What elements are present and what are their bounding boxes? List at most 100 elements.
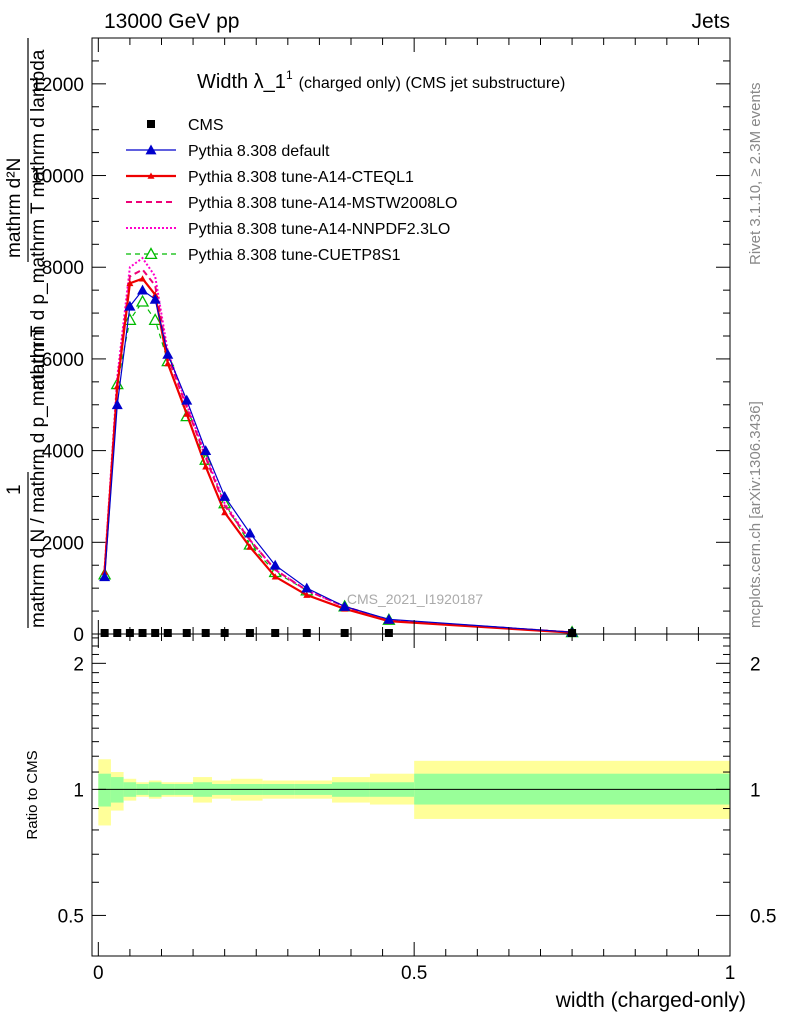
legend-label-a14_cteql1: Pythia 8.308 tune-A14-CTEQL1	[188, 169, 414, 186]
legend: CMS Pythia 8.308 default Pythia 8.308 tune…	[126, 117, 457, 264]
series-point-pythia_default	[244, 527, 256, 538]
main-y-tick-label: 6000	[42, 350, 84, 371]
series-point-a14_cteql1	[303, 591, 311, 598]
cms-data-point	[100, 629, 109, 637]
series-point-a14_cteql1	[221, 509, 229, 516]
main-y-tick-label: 8000	[42, 258, 84, 279]
rivet-label: Rivet 3.1.10, ≥ 2.3M events	[747, 83, 764, 266]
ratio-y-label: Ratio to CMS	[24, 750, 41, 839]
legend-marker-a14_cteql1	[147, 172, 155, 179]
ratio-y-tick-label: 1	[73, 780, 84, 801]
header-category-label: Jets	[691, 10, 730, 33]
cms-data-point	[151, 629, 160, 637]
main-y-label: mathrm d²N mathrm d p_mathrm T mathrm d …	[4, 38, 49, 628]
legend-marker-cuetp8s1	[144, 247, 158, 260]
series-point-a14_cteql1	[164, 360, 172, 367]
x-axis: 0 0.5 1	[93, 38, 735, 984]
cms-data-point	[163, 629, 172, 637]
cms-data-point	[340, 629, 349, 637]
series-point-a14_cteql1	[139, 275, 147, 282]
series-point-a14_cteql1	[246, 543, 254, 550]
series-point-a14_cteql1	[183, 410, 191, 417]
ratio-frame	[91, 633, 731, 957]
cms-data-point	[201, 629, 210, 637]
legend-label-pythia_default: Pythia 8.308 default	[188, 143, 330, 160]
series-line-a14_nnpdf	[103, 256, 573, 634]
main-y-tick-label: 12000	[31, 75, 84, 96]
series-point-a14_cteql1	[271, 573, 279, 580]
cms-data-point	[384, 629, 393, 637]
y-label-frac-one: 1	[4, 484, 25, 495]
series-point-pythia_default	[200, 445, 212, 456]
legend-marker-cms	[147, 120, 155, 128]
series-pythia_default	[99, 284, 578, 637]
ratio-bands	[98, 759, 730, 826]
series-point-pythia_default	[339, 600, 351, 611]
main-y-tick-label: 0	[73, 625, 84, 646]
series-cms	[100, 629, 577, 637]
series-point-cuetp8s1	[148, 313, 162, 326]
legend-label-cuetp8s1: Pythia 8.308 tune-CUETP8S1	[188, 247, 401, 264]
series-point-a14_cteql1	[202, 463, 210, 470]
ratio-y-axis: 0.5 0.5 1 1 2 2	[58, 637, 776, 927]
cms-data-point	[138, 629, 147, 637]
chart-title-suffix: (charged only) (CMS jet substructure)	[299, 75, 566, 92]
chart-title: Width λ_11 (charged only) (CMS jet substr…	[197, 68, 565, 93]
ratio-y-tick-label-right: 1	[750, 780, 761, 801]
series-point-pythia_default	[124, 300, 136, 311]
series-point-pythia_default	[269, 559, 281, 570]
mcplots-label: mcplots.cern.ch [arXiv:1306.3436]	[747, 401, 764, 628]
main-series-group	[98, 256, 579, 638]
ratio-y-tick-label-right: 2	[750, 654, 761, 675]
main-y-axis: 0 2000 4000 6000 8000 10000 12000	[31, 37, 730, 646]
series-point-a14_cteql1	[126, 279, 134, 287]
series-point-pythia_default	[111, 399, 123, 410]
header-process-label: 13000 GeV pp	[104, 10, 239, 33]
watermark: CMS_2021_I1920187	[347, 591, 483, 607]
series-a14_nnpdf	[103, 256, 573, 634]
series-line-cuetp8s1	[104, 300, 573, 633]
series-a14_mstw	[103, 268, 573, 634]
ratio-band-inner	[98, 773, 111, 807]
cms-data-point	[271, 629, 280, 637]
ratio-y-tick-label: 0.5	[58, 906, 84, 927]
ratio-y-tick-label: 2	[73, 654, 84, 675]
series-a14_cteql1	[101, 275, 576, 636]
y-label-den: mathrm d p_mathrm T mathrm d lambda	[28, 49, 49, 390]
series-cuetp8s1	[98, 294, 579, 638]
y-label-frac-den: mathrm d N / mathrm d p_mathrm T	[28, 325, 49, 628]
series-point-pythia_default	[383, 613, 395, 624]
series-point-pythia_default	[149, 293, 161, 304]
series-point-pythia_default	[301, 582, 313, 593]
ratio-y-tick-label-right: 0.5	[750, 906, 776, 927]
main-y-tick-label: 2000	[42, 533, 84, 554]
main-y-tick-label: 10000	[31, 167, 84, 188]
x-tick-label: 1	[725, 963, 736, 984]
series-point-pythia_default	[162, 348, 174, 359]
main-y-tick-label: 4000	[42, 442, 84, 463]
x-axis-label: width (charged-only)	[555, 989, 746, 1012]
series-point-pythia_default	[99, 571, 111, 582]
y-label-num: mathrm d²N	[4, 158, 25, 258]
series-line-a14_mstw	[103, 268, 573, 634]
x-tick-label: 0	[93, 963, 104, 984]
chart-title-main: Width λ_1	[197, 71, 286, 93]
series-point-pythia_default	[181, 394, 193, 405]
series-point-cuetp8s1	[123, 313, 137, 326]
legend-label-cms: CMS	[188, 117, 224, 134]
series-line-pythia_default	[104, 289, 573, 633]
cms-data-point	[182, 629, 191, 637]
series-line-a14_cteql1	[103, 277, 573, 634]
chart-title-sup: 1	[286, 68, 293, 82]
legend-marker-pythia_default	[145, 144, 157, 155]
legend-label-a14_mstw: Pythia 8.308 tune-A14-MSTW2008LO	[188, 195, 457, 212]
legend-label-a14_nnpdf: Pythia 8.308 tune-A14-NNPDF2.3LO	[188, 221, 450, 238]
x-tick-label: 0.5	[401, 963, 427, 984]
series-point-pythia_default	[219, 490, 231, 501]
cms-data-point	[302, 629, 311, 637]
cms-data-point	[113, 629, 122, 637]
series-point-cuetp8s1	[135, 294, 150, 307]
cms-data-point	[245, 629, 254, 637]
